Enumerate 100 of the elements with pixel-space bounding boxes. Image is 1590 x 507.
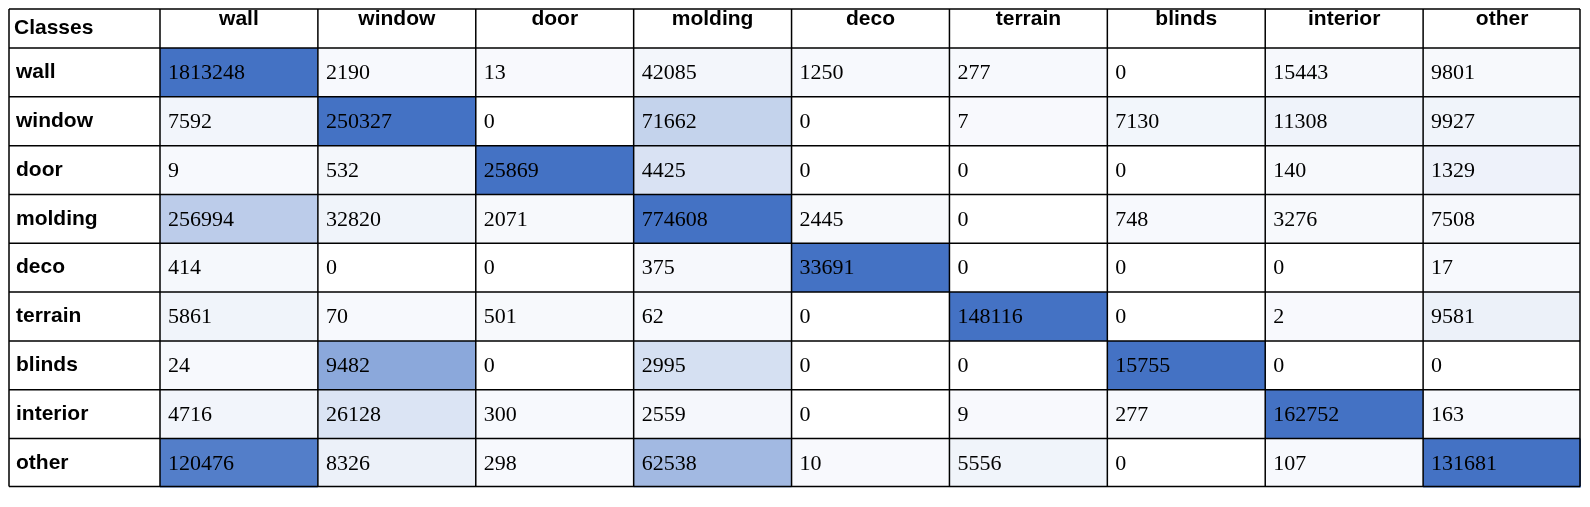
x-tick-label: window bbox=[357, 6, 436, 30]
y-tick-label: interior bbox=[16, 400, 89, 424]
data-label: 4716 bbox=[168, 400, 212, 426]
data-label: 0 bbox=[1273, 254, 1285, 280]
data-label: 9482 bbox=[325, 352, 370, 378]
y-tick-label: molding bbox=[16, 205, 98, 229]
data-label: 163 bbox=[1431, 400, 1465, 426]
x-tick-label: interior bbox=[1307, 6, 1381, 30]
data-label: 131681 bbox=[1431, 449, 1498, 475]
data-label: 1329 bbox=[1431, 156, 1476, 182]
data-label: 62538 bbox=[641, 449, 697, 475]
data-label: 300 bbox=[483, 400, 517, 426]
data-label: 501 bbox=[483, 303, 517, 329]
data-label: 1250 bbox=[799, 59, 844, 85]
data-label: 414 bbox=[168, 254, 201, 280]
data-label: 0 bbox=[1115, 303, 1127, 329]
data-label: 3276 bbox=[1273, 205, 1318, 231]
data-label: 2190 bbox=[325, 59, 370, 85]
data-label: 0 bbox=[957, 254, 969, 280]
data-label: 4425 bbox=[641, 156, 686, 182]
data-label: 9 bbox=[957, 400, 969, 426]
data-label: 15443 bbox=[1273, 59, 1329, 85]
x-tick-label: blinds bbox=[1155, 6, 1218, 30]
x-tick-label: door bbox=[531, 6, 579, 30]
data-label: 0 bbox=[1115, 59, 1127, 85]
y-tick-label: terrain bbox=[16, 303, 82, 327]
data-label: 748 bbox=[1115, 205, 1149, 231]
data-label: 0 bbox=[325, 254, 337, 280]
data-label: 5861 bbox=[168, 303, 212, 329]
data-label: 71662 bbox=[641, 108, 697, 134]
data-label: 7508 bbox=[1431, 205, 1476, 231]
data-label: 7130 bbox=[1115, 108, 1160, 134]
y-tick-label: window bbox=[15, 108, 94, 132]
data-label: 5556 bbox=[957, 449, 1002, 475]
y-axis-title: Classes bbox=[14, 14, 94, 38]
data-label: 10 bbox=[799, 449, 822, 475]
data-label: 0 bbox=[799, 400, 811, 426]
y-tick-label: deco bbox=[16, 254, 66, 278]
data-label: 107 bbox=[1273, 449, 1307, 475]
data-label: 2445 bbox=[799, 205, 844, 231]
data-label: 1813248 bbox=[168, 59, 245, 85]
data-label: 0 bbox=[799, 156, 811, 182]
data-label: 9801 bbox=[1431, 59, 1476, 85]
data-label: 148116 bbox=[957, 303, 1023, 329]
data-label: 2 bbox=[1273, 303, 1285, 329]
data-label: 9 bbox=[168, 156, 179, 182]
data-label: 7 bbox=[957, 108, 969, 134]
x-tick-label: terrain bbox=[995, 6, 1062, 30]
data-label: 8326 bbox=[325, 449, 370, 475]
data-label: 0 bbox=[799, 108, 811, 134]
data-label: 7592 bbox=[168, 108, 212, 134]
data-label: 26128 bbox=[325, 400, 381, 426]
data-label: 532 bbox=[325, 156, 359, 182]
data-label: 256994 bbox=[168, 205, 234, 231]
data-label: 70 bbox=[325, 303, 348, 329]
data-label: 140 bbox=[1273, 156, 1307, 182]
data-label: 0 bbox=[957, 205, 969, 231]
data-label: 0 bbox=[799, 303, 811, 329]
y-tick-label: wall bbox=[15, 59, 56, 83]
x-tick-label: molding bbox=[671, 6, 754, 30]
data-label: 0 bbox=[1431, 352, 1443, 378]
data-label: 162752 bbox=[1273, 400, 1340, 426]
data-label: 277 bbox=[1115, 400, 1149, 426]
data-label: 9581 bbox=[1431, 303, 1476, 329]
data-label: 2071 bbox=[483, 205, 528, 231]
data-label: 62 bbox=[641, 303, 664, 329]
data-label: 42085 bbox=[641, 59, 697, 85]
x-tick-label: deco bbox=[845, 6, 896, 30]
data-label: 33691 bbox=[799, 254, 855, 280]
data-label: 774608 bbox=[641, 205, 708, 231]
data-label: 9927 bbox=[1431, 108, 1476, 134]
data-label: 375 bbox=[641, 254, 675, 280]
data-label: 2559 bbox=[641, 400, 686, 426]
data-label: 0 bbox=[1115, 254, 1127, 280]
data-label: 11308 bbox=[1273, 108, 1328, 134]
data-label: 24 bbox=[168, 352, 190, 378]
data-label: 0 bbox=[1115, 156, 1127, 182]
data-label: 277 bbox=[957, 59, 991, 85]
data-label: 0 bbox=[957, 352, 969, 378]
data-label: 0 bbox=[799, 352, 811, 378]
data-label: 13 bbox=[483, 59, 506, 85]
data-label: 0 bbox=[483, 254, 495, 280]
data-label: 25869 bbox=[483, 156, 539, 182]
data-label: 32820 bbox=[325, 205, 381, 231]
data-label: 298 bbox=[483, 449, 517, 475]
data-label: 0 bbox=[483, 352, 495, 378]
x-tick-label: other bbox=[1475, 6, 1529, 30]
data-label: 2995 bbox=[641, 352, 686, 378]
data-label: 15755 bbox=[1115, 352, 1171, 378]
data-label: 17 bbox=[1431, 254, 1454, 280]
x-tick-label: wall bbox=[218, 6, 259, 30]
y-tick-label: other bbox=[16, 449, 69, 473]
y-tick-label: blinds bbox=[16, 352, 78, 376]
data-label: 0 bbox=[957, 156, 969, 182]
data-label: 250327 bbox=[325, 108, 392, 134]
data-label: 0 bbox=[1115, 449, 1127, 475]
y-tick-label: door bbox=[16, 156, 63, 180]
data-label: 120476 bbox=[168, 449, 234, 475]
data-label: 0 bbox=[1273, 352, 1285, 378]
data-label: 0 bbox=[483, 108, 495, 134]
